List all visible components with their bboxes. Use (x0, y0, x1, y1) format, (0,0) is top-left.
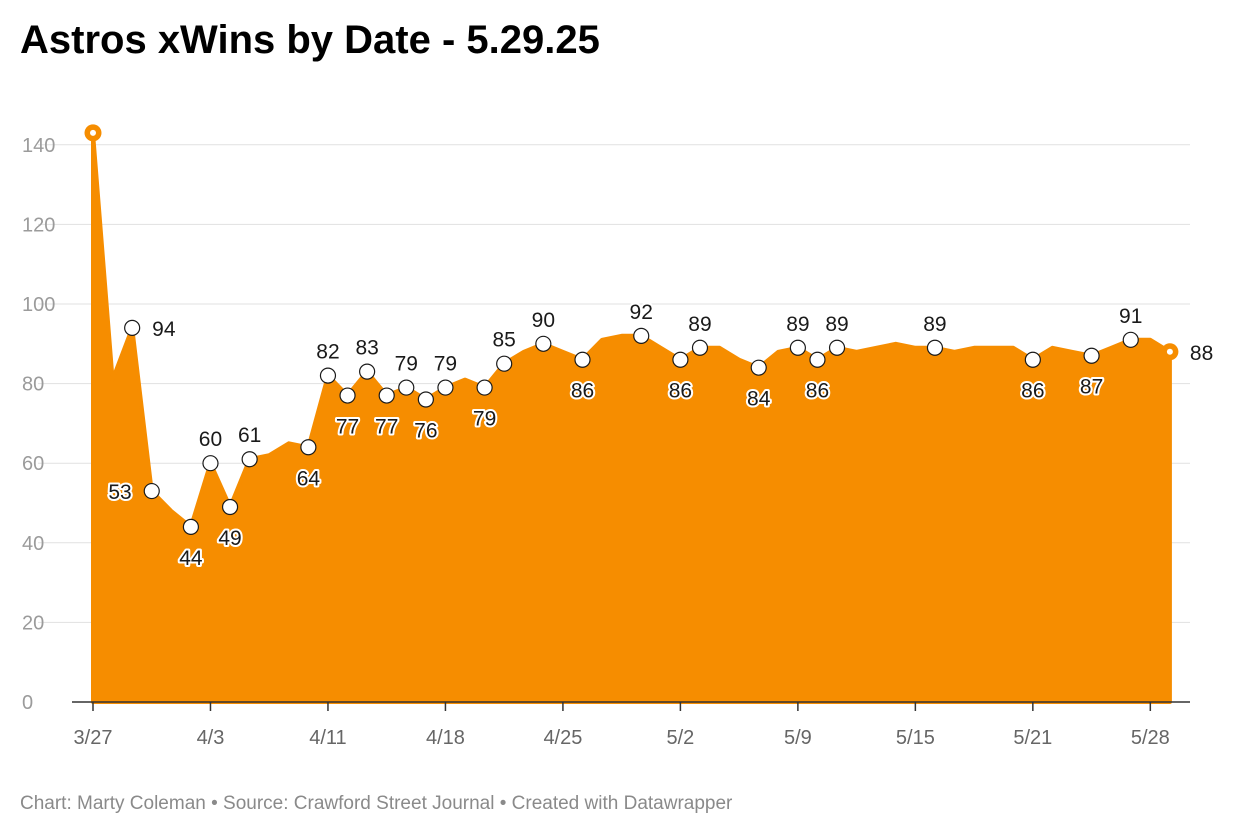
point-label-16: 85 (493, 329, 516, 352)
x-tick-label-4/11: 4/11 (309, 727, 346, 749)
point-marker-4 (202, 455, 219, 472)
y-tick-label-40: 40 (22, 533, 44, 555)
x-tick-label-3/27: 3/27 (74, 727, 113, 749)
point-marker-14 (437, 379, 454, 396)
point-label-18: 86 (571, 380, 594, 403)
chart-title: Astros xWins by Date - 5.29.25 (20, 18, 600, 62)
point-label-10: 83 (355, 337, 378, 360)
point-marker-25 (828, 339, 846, 356)
point-marker-20 (672, 351, 689, 368)
chart-footer: Chart: Marty Coleman • Source: Crawford … (20, 793, 733, 814)
point-label-30: 88 (1190, 342, 1213, 365)
point-label-28: 87 (1080, 376, 1103, 399)
point-label-1: 94 (152, 318, 176, 341)
point-label-7: 64 (297, 467, 321, 490)
y-tick-label-60: 60 (22, 453, 44, 475)
point-label-15: 79 (473, 408, 496, 431)
y-tick-label-80: 80 (22, 374, 44, 396)
point-label-3: 44 (179, 547, 203, 570)
point-label-12: 79 (395, 353, 418, 376)
point-marker-2 (143, 482, 160, 500)
point-markers (84, 124, 1179, 535)
point-marker-17 (535, 335, 552, 352)
point-marker-16 (496, 355, 513, 372)
point-label-5: 49 (218, 527, 241, 550)
point-marker-29 (1122, 331, 1139, 348)
point-label-20: 86 (669, 380, 692, 403)
x-tick-label-5/2: 5/2 (666, 727, 694, 749)
x-tick-label-5/9: 5/9 (784, 727, 812, 749)
point-marker-8 (319, 367, 337, 384)
xwins-area (91, 130, 1172, 704)
point-label-26: 89 (923, 313, 946, 336)
point-marker-19 (633, 327, 650, 344)
point-marker-27 (1024, 351, 1041, 368)
point-label-11: 77 (375, 416, 398, 439)
x-tick-label-5/28: 5/28 (1131, 727, 1170, 749)
point-label-17: 90 (532, 309, 555, 332)
point-label-13: 76 (414, 420, 437, 443)
point-label-8: 82 (316, 341, 339, 364)
end-dot-inner-30 (1166, 348, 1173, 355)
y-tick-label-120: 120 (22, 214, 55, 236)
point-label-19: 92 (630, 301, 653, 324)
point-label-9: 77 (336, 416, 359, 439)
point-label-22: 84 (747, 388, 771, 411)
point-marker-9 (339, 387, 356, 404)
y-tick-label-140: 140 (22, 135, 55, 157)
point-marker-26 (926, 339, 944, 356)
point-marker-10 (359, 363, 376, 380)
y-tick-label-100: 100 (22, 294, 55, 316)
point-marker-24 (809, 351, 826, 368)
y-tick-label-0: 0 (22, 692, 33, 714)
point-marker-11 (378, 387, 395, 404)
y-tick-label-20: 20 (22, 612, 44, 634)
point-marker-13 (417, 391, 434, 408)
point-marker-23 (789, 339, 806, 356)
point-marker-3 (182, 518, 199, 535)
x-axis: 3/27 4/3 4/11 4/18 4/25 5/2 5/9 5/15 5/21 5/28 (72, 701, 1190, 749)
y-axis-ticks: 0 20 40 60 80 100 120 140 (22, 135, 55, 714)
x-tick-label-4/25: 4/25 (543, 727, 582, 749)
x-tick-label-4/3: 4/3 (197, 727, 225, 749)
x-tick-label-4/18: 4/18 (426, 727, 465, 749)
x-tick-label-5/15: 5/15 (896, 727, 935, 749)
point-marker-12 (398, 379, 415, 396)
point-label-25: 89 (825, 313, 848, 336)
point-label-6: 61 (238, 424, 261, 447)
point-marker-7 (300, 439, 317, 456)
point-marker-6 (241, 451, 258, 468)
x-tick-label-5/21: 5/21 (1013, 727, 1052, 749)
point-marker-22 (750, 359, 767, 376)
end-dot-inner-0 (90, 129, 96, 136)
point-marker-15 (476, 379, 493, 396)
point-marker-18 (574, 351, 591, 368)
point-label-23: 89 (786, 313, 809, 336)
point-label-4: 60 (199, 428, 222, 451)
point-label-2: 53 (108, 481, 131, 504)
point-marker-1 (124, 319, 141, 336)
point-label-21: 89 (688, 313, 711, 336)
point-marker-21 (691, 339, 709, 356)
point-label-14: 79 (434, 353, 457, 376)
point-labels: 94 53 44 60 49 61 64 82 77 83 77 79 76 79 79 85 90 86 92 86… (106, 299, 1215, 572)
point-marker-28 (1083, 347, 1100, 364)
point-label-24: 86 (806, 380, 829, 403)
point-label-27: 86 (1021, 380, 1044, 403)
point-marker-5 (221, 498, 239, 516)
point-label-29: 91 (1119, 305, 1142, 328)
